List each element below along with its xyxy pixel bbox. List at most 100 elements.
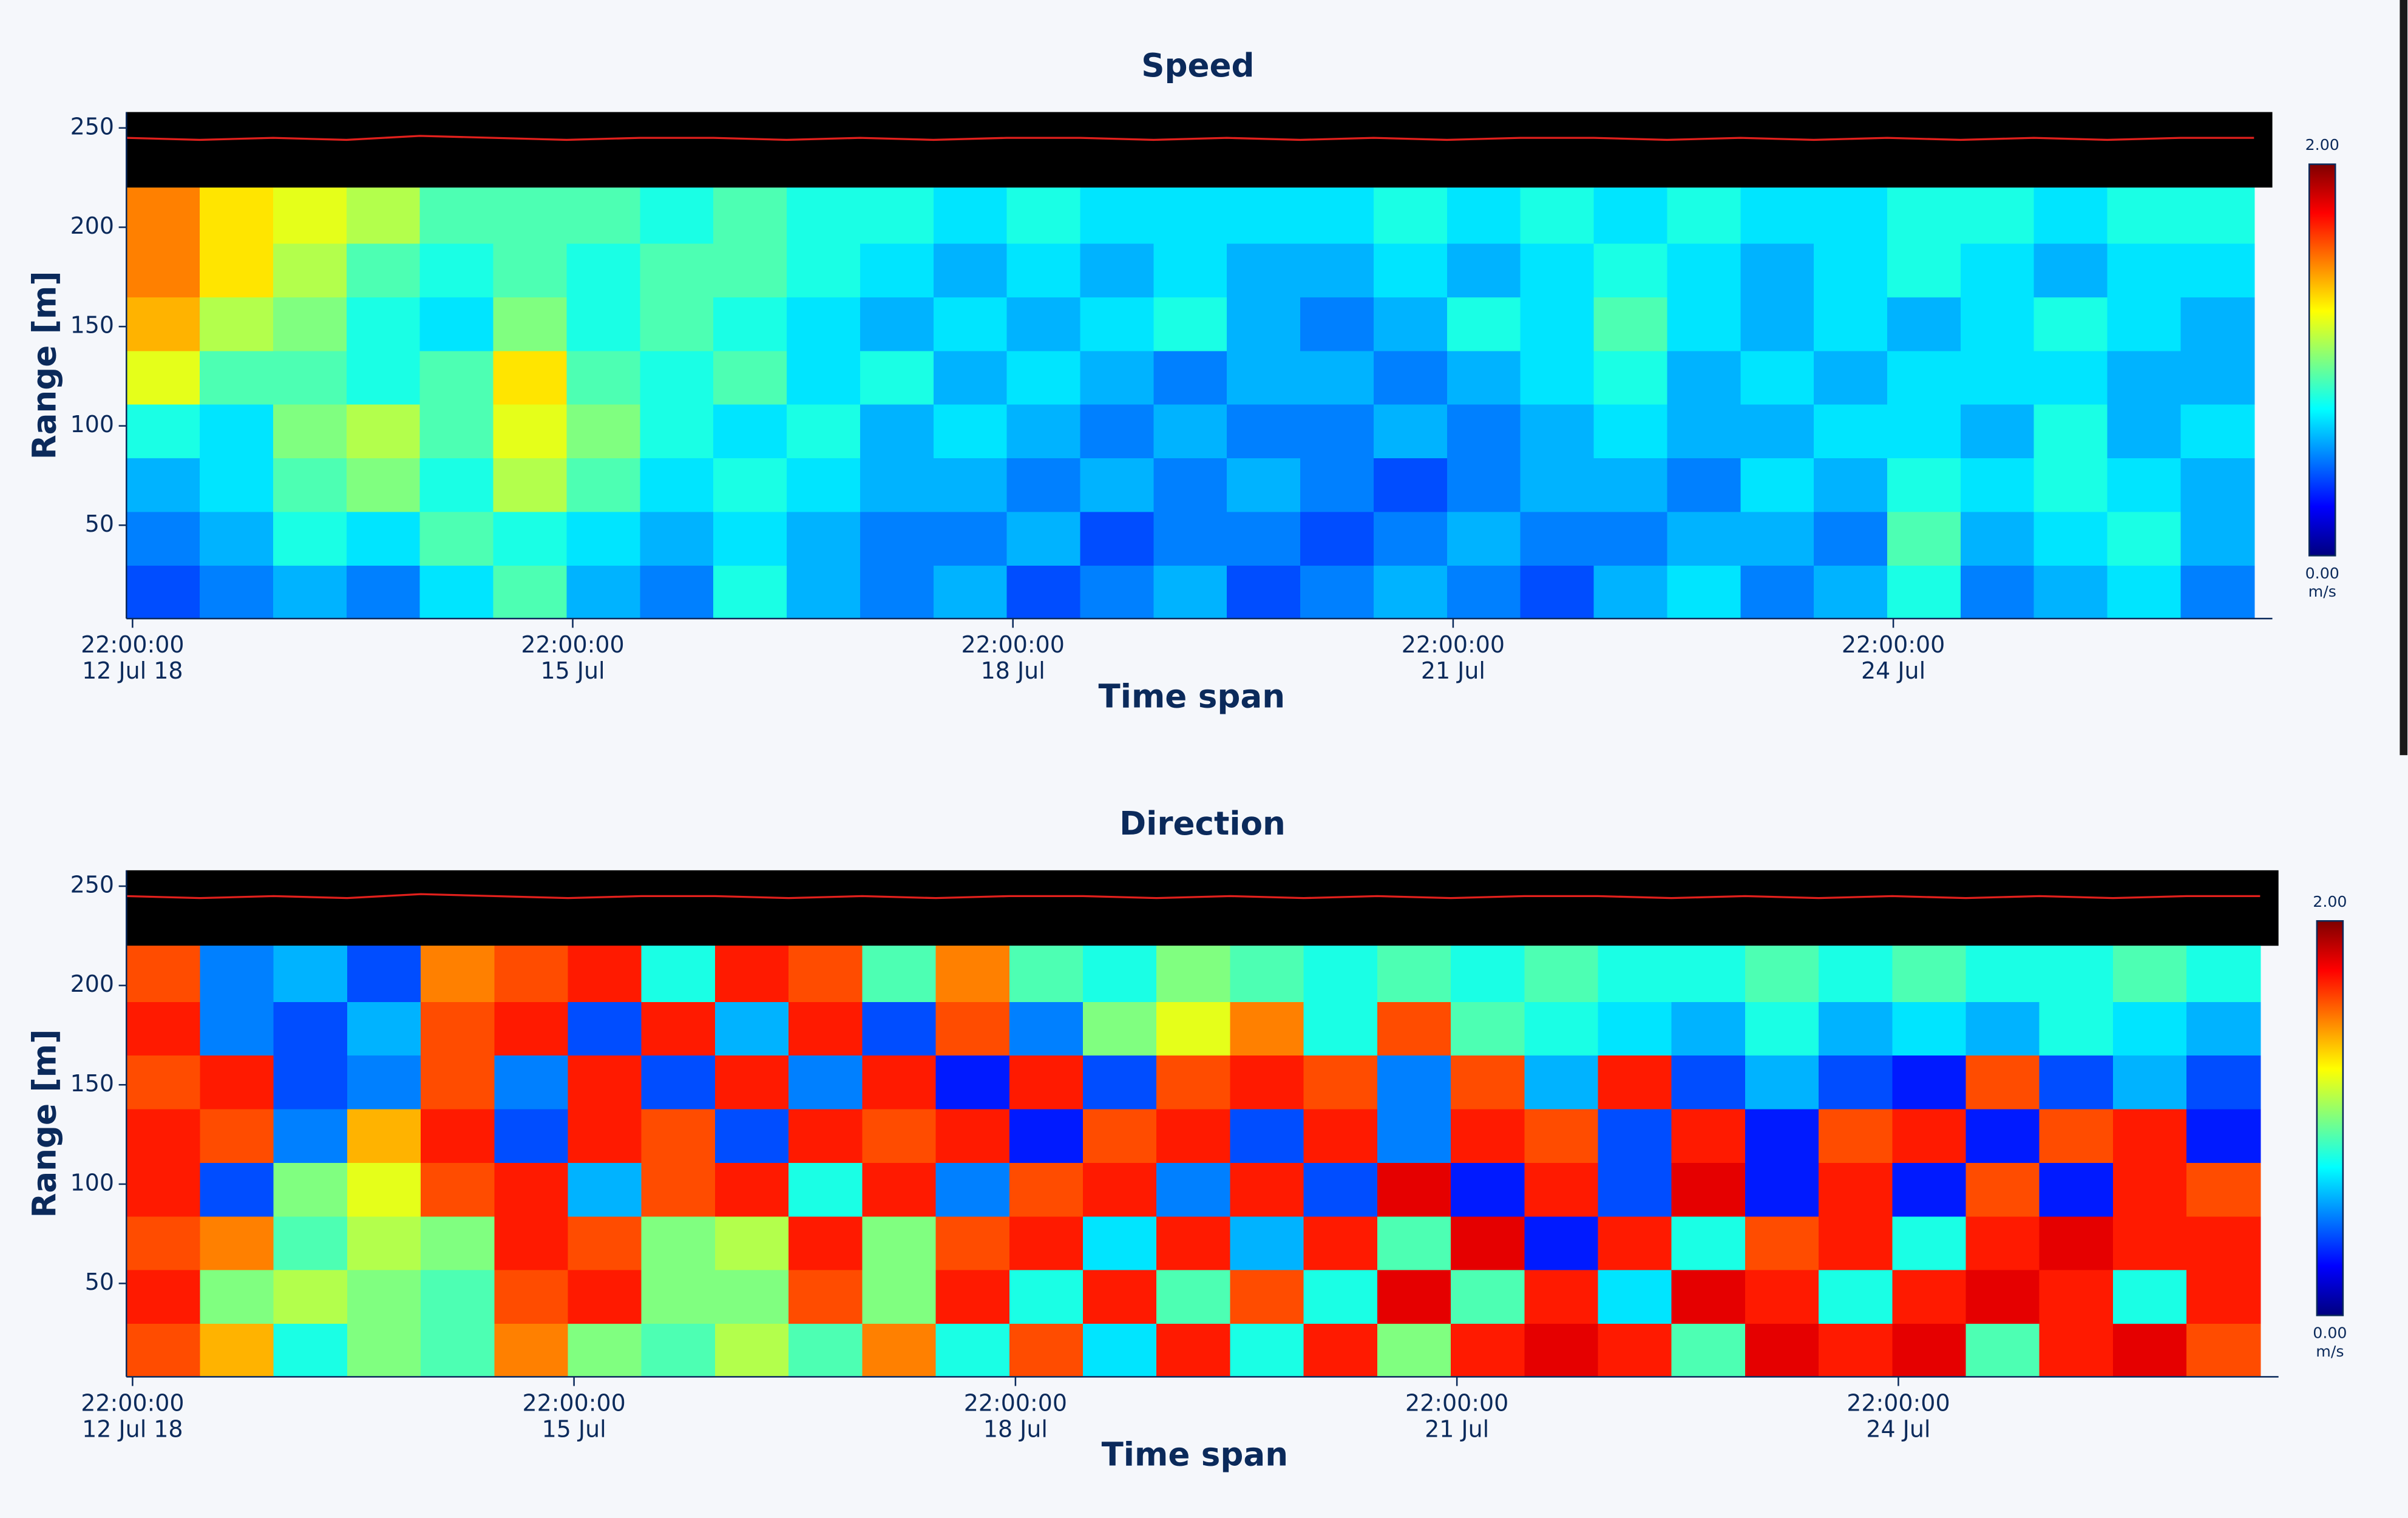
heatmap-cell: [273, 511, 347, 566]
heatmap-cell: [1520, 404, 1595, 459]
heatmap-cell: [1593, 404, 1668, 459]
heatmap-cell: [1965, 1323, 2040, 1378]
y-tick-label: 250: [70, 113, 114, 140]
heatmap-cell: [640, 511, 714, 566]
heatmap-cell: [1373, 404, 1448, 459]
heatmap-cell: [346, 511, 421, 566]
heatmap-cell: [1230, 1055, 1304, 1110]
heatmap-cell: [935, 1162, 1010, 1217]
heatmap-cell: [1965, 946, 2040, 1002]
heatmap-cell: [1671, 1162, 1746, 1217]
heatmap-cell: [1524, 1162, 1599, 1217]
heatmap-cell: [1598, 1323, 1672, 1378]
heatmap-cell: [2180, 350, 2255, 405]
heatmap-cell: [713, 350, 788, 405]
chart-title: Direction: [1119, 805, 1286, 842]
heatmap-cell: [1814, 350, 1888, 405]
heatmap-cell: [421, 1216, 495, 1270]
heatmap-cell: [1960, 243, 2035, 297]
heatmap-cell: [1153, 564, 1228, 620]
heatmap-cell: [933, 350, 1008, 405]
heatmap-cell: [1227, 404, 1301, 459]
heatmap-cell: [200, 404, 274, 459]
heatmap-cell: [1009, 1323, 1084, 1378]
heatmap-cell: [2039, 1269, 2114, 1324]
heatmap-cell: [493, 511, 568, 566]
heatmap-cell: [1230, 1269, 1304, 1324]
heatmap-cell: [493, 350, 568, 405]
heatmap-cell: [1300, 458, 1374, 512]
heatmap-cell: [347, 1216, 422, 1270]
heatmap-cell: [347, 1055, 422, 1110]
heatmap-cell: [273, 458, 347, 512]
y-axis-label: Range [m]: [25, 271, 63, 459]
colorbar-label: m/s: [2308, 583, 2336, 600]
x-tick-label: 21 Jul: [1425, 1415, 1489, 1442]
heatmap-cell: [1892, 1162, 1967, 1217]
heatmap-cell: [1446, 564, 1521, 620]
heatmap-cell: [1153, 243, 1228, 297]
x-axis-label: Time span: [1099, 677, 1285, 715]
heatmap-cell: [1451, 1055, 1525, 1110]
heatmap-cell: [2186, 1162, 2261, 1217]
heatmap-cell: [1083, 1108, 1158, 1163]
heatmap-cell: [1377, 1323, 1452, 1378]
heatmap-cell: [935, 1108, 1010, 1163]
heatmap-cell: [1377, 1108, 1452, 1163]
heatmap-cell: [568, 1001, 642, 1056]
x-tick-label: 22:00:00: [522, 1389, 625, 1416]
colorbar-tick-label: 2.00: [2313, 893, 2347, 910]
heatmap-cell: [126, 1162, 201, 1217]
heatmap-cell: [1006, 511, 1081, 566]
heatmap-cell: [1377, 1055, 1452, 1110]
heatmap-cell: [126, 946, 201, 1002]
heatmap-cell: [200, 1162, 274, 1217]
heatmap-cell: [421, 1055, 495, 1110]
heatmap-cell: [1156, 1162, 1231, 1217]
heatmap-cell: [1451, 1162, 1525, 1217]
heatmap-cell: [1009, 1162, 1084, 1217]
heatmap-cell: [789, 1055, 863, 1110]
x-tick-label: 22:00:00: [964, 1389, 1067, 1416]
heatmap-cell: [1520, 350, 1595, 405]
heatmap-cell: [1446, 404, 1521, 459]
y-tick-label: 100: [70, 411, 114, 438]
heatmap-cell: [713, 187, 788, 244]
heatmap-cell: [2039, 1162, 2114, 1217]
heatmap-cell: [1300, 187, 1374, 244]
heatmap-cell: [126, 187, 201, 244]
heatmap-cell: [200, 564, 274, 620]
heatmap-cell: [1814, 564, 1888, 620]
heatmap-cell: [2186, 1216, 2261, 1270]
heatmap-cell: [1373, 350, 1448, 405]
heatmap-cell: [641, 1269, 716, 1324]
heatmap-cell: [1230, 946, 1304, 1002]
surface-line: [126, 893, 2260, 900]
heatmap-cell: [1230, 1216, 1304, 1270]
y-tick-label: 250: [70, 872, 114, 898]
heatmap-cell: [787, 458, 861, 512]
heatmap-cell: [1598, 1216, 1672, 1270]
heatmap-cell: [789, 946, 863, 1002]
heatmap-cell: [787, 243, 861, 297]
heatmap-cell: [2107, 350, 2182, 405]
heatmap-cell: [640, 243, 714, 297]
heatmap-cell: [1887, 243, 1961, 297]
heatmap-cell: [789, 1162, 863, 1217]
heatmap-cell: [2180, 458, 2255, 512]
heatmap-cell: [200, 1269, 274, 1324]
heatmap-cell: [273, 1108, 348, 1163]
heatmap-cell: [347, 1323, 422, 1378]
heatmap-cell: [862, 1323, 937, 1378]
heatmap-cell: [1303, 1108, 1378, 1163]
heatmap-cell: [713, 404, 788, 459]
heatmap-cell: [493, 243, 568, 297]
heatmap-cell: [1520, 458, 1595, 512]
heatmap-cell: [2107, 404, 2182, 459]
heatmap-cell: [1745, 1055, 1820, 1110]
heatmap-cell: [2112, 1216, 2188, 1270]
heatmap-cell: [126, 296, 201, 351]
heatmap-cell: [641, 1108, 716, 1163]
x-tick-label: 24 Jul: [1861, 657, 1925, 684]
heatmap-cell: [1819, 1162, 1893, 1217]
